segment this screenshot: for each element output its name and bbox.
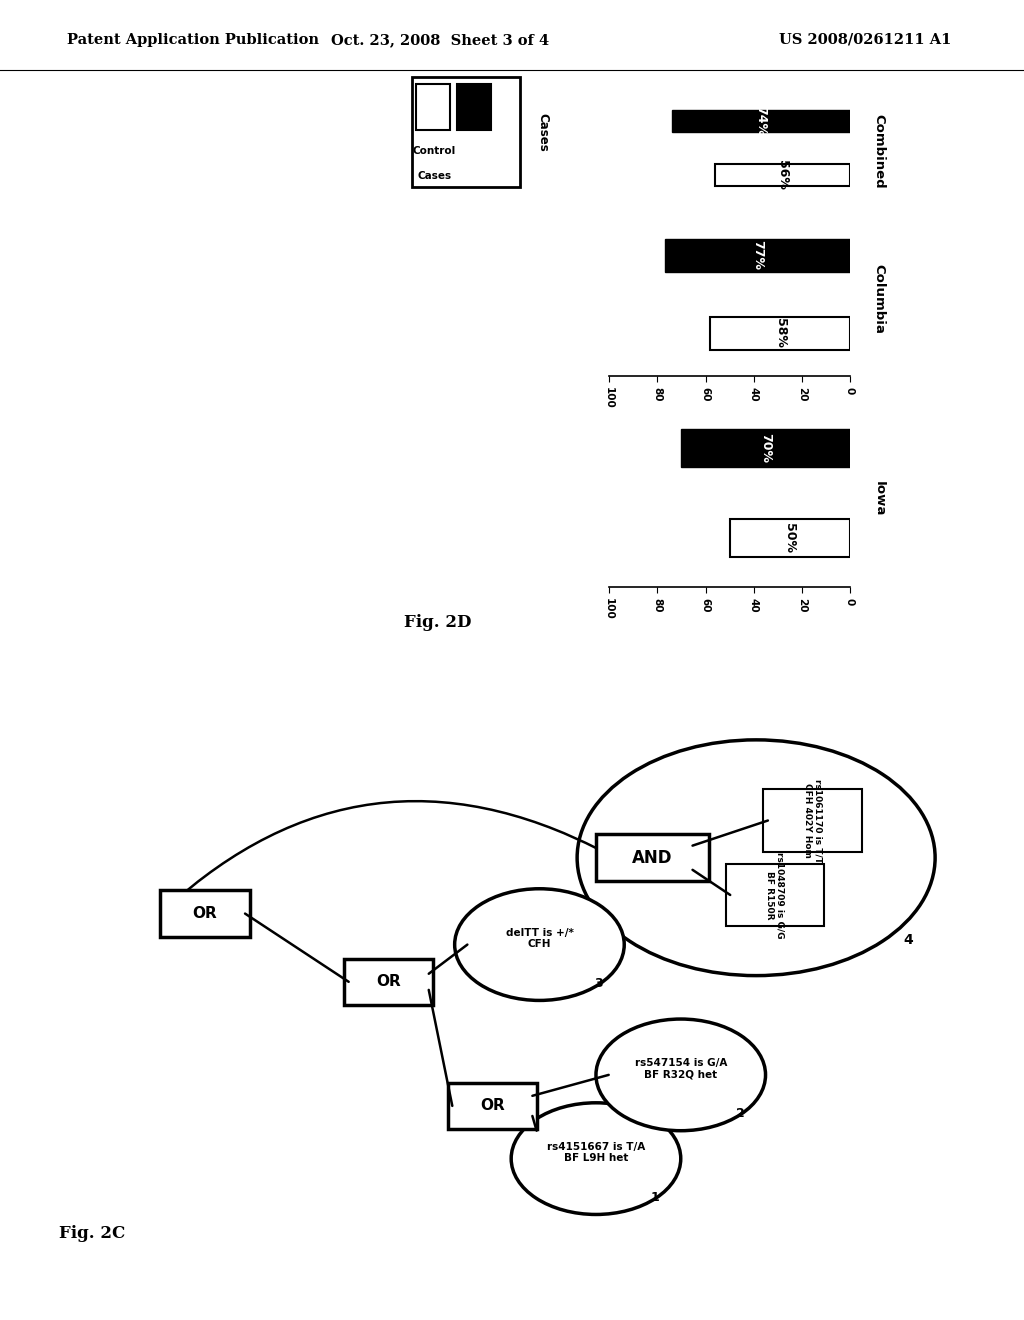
Text: 70%: 70% — [759, 433, 772, 463]
Text: OR: OR — [480, 1098, 505, 1113]
Circle shape — [455, 888, 625, 1001]
Text: US 2008/0261211 A1: US 2008/0261211 A1 — [779, 33, 951, 48]
FancyBboxPatch shape — [596, 834, 709, 880]
FancyBboxPatch shape — [412, 78, 520, 186]
Text: rs1061170 is T/T
CFH 402Y Hom: rs1061170 is T/T CFH 402Y Hom — [803, 779, 822, 862]
Text: rs4151667 is T/A
BF L9H het: rs4151667 is T/A BF L9H het — [547, 1142, 645, 1163]
Circle shape — [511, 1102, 681, 1214]
Text: Cases: Cases — [536, 112, 549, 152]
FancyBboxPatch shape — [160, 890, 250, 937]
Bar — [672, 110, 850, 132]
Text: 58%: 58% — [774, 318, 786, 348]
FancyArrowPatch shape — [167, 801, 600, 908]
Text: 2: 2 — [735, 1107, 744, 1121]
FancyBboxPatch shape — [457, 84, 490, 129]
Text: Fig. 2C: Fig. 2C — [59, 1225, 125, 1242]
Text: 50%: 50% — [783, 523, 797, 553]
Text: OR: OR — [193, 906, 217, 921]
FancyBboxPatch shape — [417, 84, 451, 129]
Text: 1: 1 — [651, 1191, 659, 1204]
Text: Control: Control — [413, 147, 456, 156]
Text: Cases: Cases — [418, 172, 452, 181]
Text: Fig. 2D: Fig. 2D — [404, 614, 472, 631]
FancyBboxPatch shape — [726, 865, 824, 927]
Text: 77%: 77% — [751, 240, 764, 271]
Text: AND: AND — [632, 849, 673, 867]
Text: rs547154 is G/A
BF R32Q het: rs547154 is G/A BF R32Q het — [635, 1057, 727, 1080]
FancyBboxPatch shape — [344, 958, 433, 1005]
Bar — [711, 317, 850, 350]
Text: Oct. 23, 2008  Sheet 3 of 4: Oct. 23, 2008 Sheet 3 of 4 — [331, 33, 550, 48]
Bar — [729, 519, 850, 557]
Text: 74%: 74% — [755, 106, 767, 136]
Text: Columbia: Columbia — [872, 264, 886, 334]
Bar — [715, 164, 850, 186]
Text: OR: OR — [377, 974, 401, 989]
Text: rs1048709 is G/G
BF R150R: rs1048709 is G/G BF R150R — [765, 851, 784, 939]
Text: delTT is +/*
CFH: delTT is +/* CFH — [506, 928, 573, 949]
Text: Patent Application Publication: Patent Application Publication — [67, 33, 318, 48]
Text: 3: 3 — [595, 977, 603, 990]
Bar — [682, 429, 850, 467]
Bar — [665, 239, 850, 272]
Text: 56%: 56% — [776, 160, 790, 190]
Text: 4: 4 — [903, 933, 913, 948]
FancyBboxPatch shape — [447, 1082, 537, 1129]
Text: Combined: Combined — [872, 114, 886, 189]
Circle shape — [596, 1019, 766, 1131]
FancyBboxPatch shape — [763, 789, 862, 851]
Text: Iowa: Iowa — [872, 480, 886, 516]
